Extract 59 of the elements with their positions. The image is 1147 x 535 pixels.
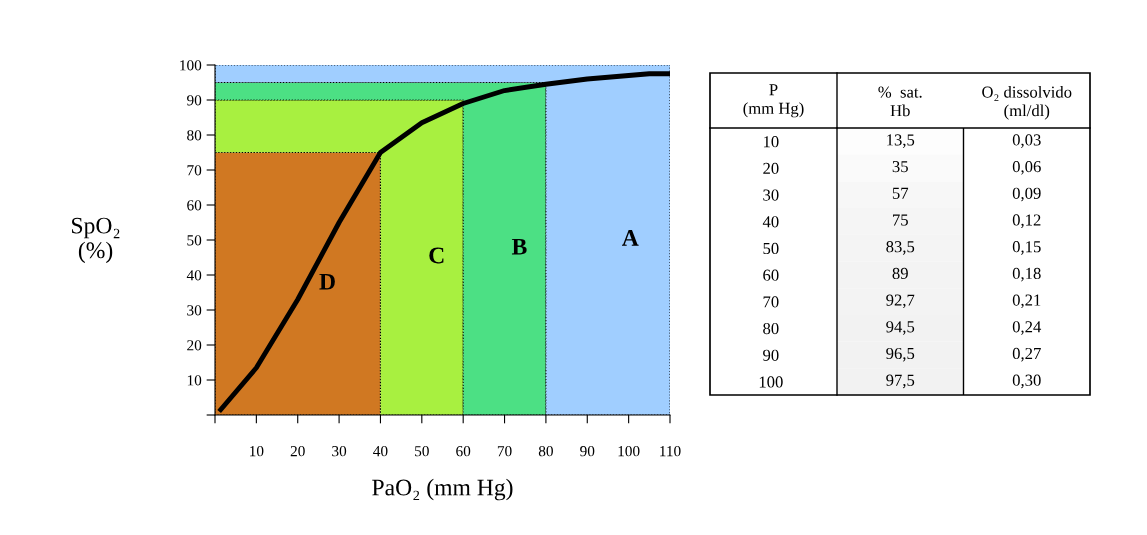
y-tick-label: 70 bbox=[187, 165, 202, 176]
data-label: 96,5 bbox=[886, 347, 915, 362]
y-tick-label: 20 bbox=[763, 162, 779, 174]
x-tick-label: 90 bbox=[580, 446, 595, 457]
data-label: 0,21 bbox=[1012, 294, 1041, 309]
x-tick-label: 60 bbox=[456, 446, 471, 457]
y-tick-label: 30 bbox=[763, 189, 779, 201]
y-tick-label: 50 bbox=[763, 242, 779, 255]
y-tick-label: 90 bbox=[763, 349, 779, 361]
data-label: 89 bbox=[892, 267, 908, 280]
y-tick-label: 100 bbox=[759, 376, 783, 388]
y-tick-label: 100 bbox=[180, 60, 202, 71]
y-tick-label: 80 bbox=[763, 322, 779, 335]
y-tick-label: 40 bbox=[762, 216, 779, 228]
series-label: B bbox=[511, 238, 527, 255]
x-tick-label: 40 bbox=[373, 446, 388, 457]
y-tick-label: 30 bbox=[187, 305, 202, 316]
data-label: 57 bbox=[892, 187, 909, 199]
x-tick-label: 100 bbox=[618, 446, 640, 457]
data-label: 83,5 bbox=[886, 241, 915, 255]
x-tick-label: 20 bbox=[290, 446, 305, 457]
x-tick-label: 30 bbox=[332, 446, 347, 457]
x-tick-label: % sat. Hb bbox=[878, 86, 922, 117]
data-label: 94,5 bbox=[886, 321, 915, 335]
x-tick-label: 110 bbox=[660, 446, 681, 457]
x-axis-title: PaO₂ (mm Hg) bbox=[372, 478, 513, 501]
y-axis-title: P (mm Hg) bbox=[743, 84, 804, 118]
data-label: 0,24 bbox=[1012, 321, 1042, 335]
data-label: 92,7 bbox=[886, 294, 915, 309]
y-axis-title: SpO₂ (%) bbox=[72, 217, 120, 264]
data-label: 0,03 bbox=[1012, 134, 1041, 148]
data-label: 0,12 bbox=[1012, 214, 1041, 229]
x-tick-label: O₂ dissolvido (ml/dl) bbox=[982, 85, 1072, 120]
data-label: 35 bbox=[892, 161, 908, 173]
data-label: 0,30 bbox=[1012, 374, 1041, 389]
series-label: D bbox=[319, 273, 335, 290]
y-tick-label: 10 bbox=[187, 375, 202, 386]
y-tick-label: 70 bbox=[763, 296, 779, 308]
y-tick-label: 40 bbox=[186, 270, 202, 281]
data-label: 75 bbox=[893, 214, 908, 226]
data-label: 0,18 bbox=[1012, 267, 1041, 282]
series-label: C bbox=[429, 247, 444, 264]
y-tick-label: 60 bbox=[187, 200, 202, 211]
y-tick-label: 80 bbox=[187, 130, 202, 141]
data-label: 13,5 bbox=[887, 134, 915, 148]
data-label: 97,5 bbox=[886, 374, 915, 389]
x-tick-label: 70 bbox=[497, 446, 512, 457]
y-tick-label: 50 bbox=[187, 235, 202, 246]
data-label: 0,27 bbox=[1012, 347, 1041, 362]
data-label: 0,09 bbox=[1012, 187, 1041, 202]
y-tick-label: 20 bbox=[187, 340, 202, 351]
x-tick-label: 80 bbox=[538, 446, 553, 457]
x-tick-label: 50 bbox=[415, 446, 429, 457]
y-tick-label: 10 bbox=[763, 136, 779, 148]
series-label: A bbox=[622, 230, 639, 246]
data-label: 0,06 bbox=[1012, 160, 1041, 175]
x-tick-label: 10 bbox=[250, 446, 264, 457]
data-label: 0,15 bbox=[1012, 241, 1041, 255]
y-tick-label: 60 bbox=[763, 269, 779, 281]
